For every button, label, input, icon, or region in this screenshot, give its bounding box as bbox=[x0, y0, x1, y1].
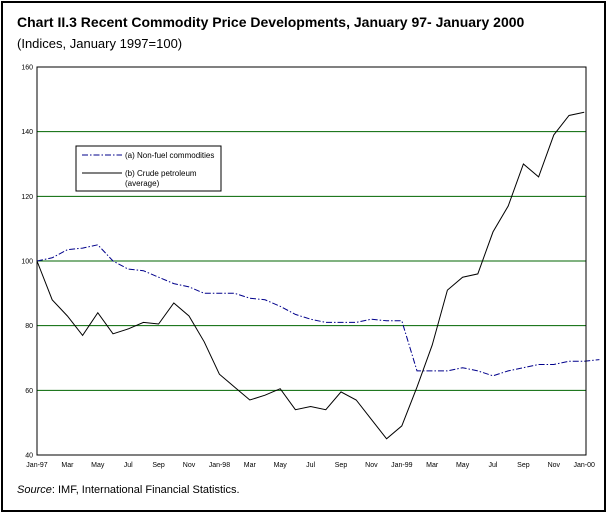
legend-label-non-fuel: (a) Non-fuel commodities bbox=[125, 151, 214, 160]
x-tick-11: Nov bbox=[365, 462, 378, 469]
y-axis-ticks: 40 60 80 100 120 140 160 bbox=[21, 65, 33, 460]
grid-lines bbox=[37, 131, 586, 391]
y-tick-160: 160 bbox=[21, 65, 33, 72]
plot-border bbox=[36, 66, 587, 456]
x-tick-12: Jan-99 bbox=[391, 462, 413, 469]
x-tick-15: Jul bbox=[489, 462, 498, 469]
chart-title: Chart II.3 Recent Commodity Price Develo… bbox=[17, 14, 525, 30]
legend-label-crude-line1: (b) Crude petroleum bbox=[125, 169, 197, 178]
y-tick-40: 40 bbox=[25, 453, 33, 460]
series-lines bbox=[36, 111, 600, 440]
x-tick-14: May bbox=[456, 462, 470, 469]
x-tick-2: May bbox=[91, 462, 105, 469]
y-tick-80: 80 bbox=[25, 323, 33, 330]
series-line-non-fuel bbox=[36, 244, 600, 377]
x-tick-13: Mar bbox=[426, 462, 439, 469]
chart-frame bbox=[1, 1, 606, 512]
series-line-crude-petroleum bbox=[36, 111, 585, 440]
chart-subtitle: (Indices, January 1997=100) bbox=[17, 36, 183, 51]
legend: (a) Non-fuel commodities (b) Crude petro… bbox=[75, 145, 222, 192]
x-tick-7: Mar bbox=[244, 462, 257, 469]
x-tick-17: Nov bbox=[548, 462, 561, 469]
x-tick-9: Jul bbox=[306, 462, 315, 469]
legend-box bbox=[75, 145, 222, 192]
source-note: Source: IMF, International Financial Sta… bbox=[17, 484, 240, 496]
x-tick-1: Mar bbox=[61, 462, 74, 469]
source-label: Source bbox=[17, 484, 52, 496]
x-tick-3: Jul bbox=[124, 462, 133, 469]
x-tick-8: May bbox=[274, 462, 288, 469]
x-tick-10: Sep bbox=[335, 462, 348, 469]
x-tick-0: Jan-97 bbox=[26, 462, 48, 469]
x-tick-6: Jan-98 bbox=[209, 462, 231, 469]
y-tick-100: 100 bbox=[21, 259, 33, 266]
x-tick-18: Jan-00 bbox=[573, 462, 595, 469]
x-tick-4: Sep bbox=[152, 462, 165, 469]
legend-label-crude-line2: (average) bbox=[125, 179, 160, 188]
y-tick-140: 140 bbox=[21, 129, 33, 136]
legend-label-crude: (b) Crude petroleum (average) bbox=[125, 169, 199, 188]
x-tick-5: Nov bbox=[183, 462, 196, 469]
y-tick-120: 120 bbox=[21, 194, 33, 201]
y-tick-60: 60 bbox=[25, 388, 33, 395]
source-text: : IMF, International Financial Statistic… bbox=[51, 484, 240, 496]
x-axis-ticks: Jan-97 Mar May Jul Sep Nov Jan-98 Mar May Jul Sep N… bbox=[26, 462, 595, 469]
x-tick-16: Sep bbox=[517, 462, 530, 469]
